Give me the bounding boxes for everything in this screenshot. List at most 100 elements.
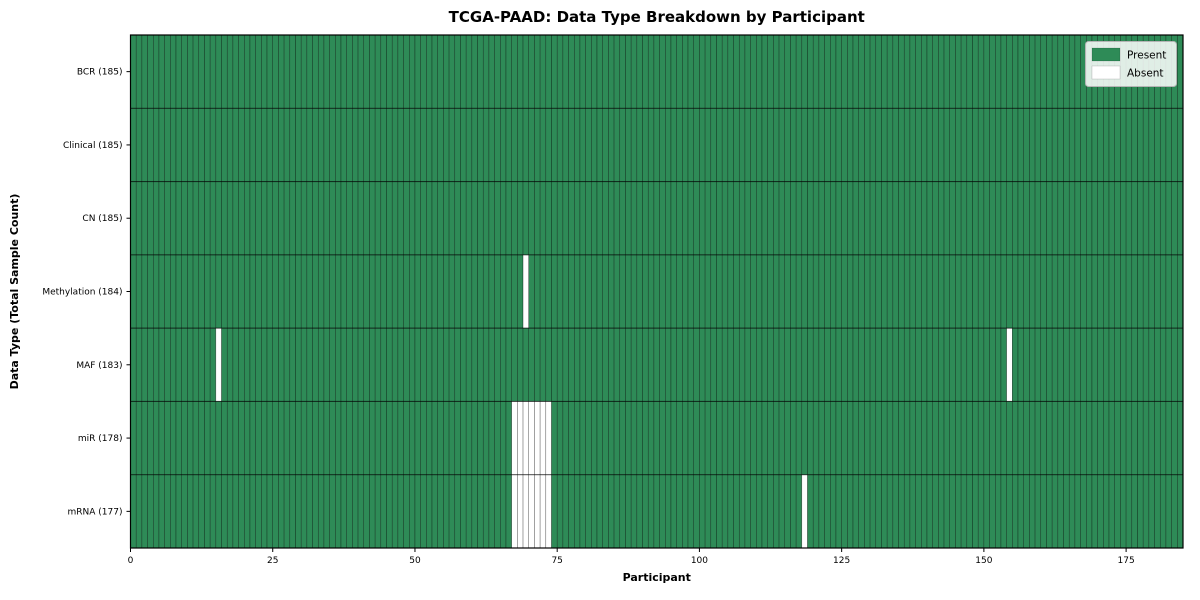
cell: [272, 327, 279, 402]
cell: [585, 327, 592, 402]
cell: [881, 108, 888, 182]
cell: [431, 181, 438, 256]
cell: [591, 108, 598, 182]
cell: [852, 474, 859, 549]
cell: [454, 108, 461, 182]
cell: [1165, 474, 1172, 549]
cell: [380, 34, 387, 109]
cell: [847, 401, 854, 475]
cell: [323, 254, 330, 329]
y-tick-label: Methylation (184): [42, 288, 122, 298]
cell: [500, 474, 507, 549]
cell: [545, 254, 552, 329]
cell: [864, 254, 871, 329]
cell: [938, 181, 945, 256]
cell: [704, 327, 712, 402]
cell: [272, 181, 279, 256]
cell: [1046, 34, 1053, 109]
cell: [625, 401, 632, 475]
cell: [1068, 254, 1076, 329]
cell: [926, 474, 933, 549]
cell: [1080, 474, 1087, 549]
cell: [528, 254, 535, 329]
cell: [591, 34, 598, 109]
cell: [932, 327, 939, 402]
cell: [1023, 474, 1030, 549]
cell: [488, 254, 495, 329]
cell: [443, 254, 450, 329]
cell: [1125, 254, 1133, 329]
cell: [1137, 474, 1144, 549]
cell: [551, 254, 558, 329]
cell: [249, 108, 256, 182]
cell: [517, 327, 524, 402]
cell: [369, 108, 376, 182]
cell: [437, 254, 444, 329]
cell: [710, 474, 717, 549]
cell: [170, 327, 177, 402]
y-tick-label: miR (178): [78, 434, 123, 444]
cell: [642, 401, 649, 475]
cell: [374, 327, 382, 402]
cell: [556, 474, 564, 549]
cell: [170, 181, 177, 256]
cell: [921, 254, 928, 329]
cell: [505, 34, 512, 109]
cell: [932, 181, 939, 256]
cell: [306, 34, 313, 109]
cell: [266, 401, 273, 475]
cell: [778, 34, 786, 109]
cell: [437, 401, 444, 475]
cell: [841, 181, 848, 256]
cell: [170, 474, 177, 549]
cell: [659, 401, 666, 475]
cell: [249, 254, 256, 329]
cell: [835, 327, 842, 402]
cell: [153, 108, 160, 182]
cell: [869, 108, 877, 182]
cell: [733, 474, 740, 549]
cell: [261, 254, 268, 329]
cell: [431, 34, 438, 109]
cell: [295, 34, 302, 109]
cell: [249, 474, 256, 549]
cell: [556, 108, 564, 182]
x-tick-label: 25: [267, 556, 278, 566]
cell: [244, 108, 251, 182]
cell: [830, 474, 837, 549]
cell: [909, 254, 916, 329]
cell: [522, 108, 529, 182]
cell: [539, 474, 547, 549]
cell: [272, 34, 279, 109]
cell: [289, 108, 296, 182]
cell: [647, 254, 655, 329]
cell: [249, 401, 256, 475]
cell: [528, 474, 535, 549]
cell: [454, 34, 461, 109]
cell: [1000, 327, 1007, 402]
cell: [175, 34, 182, 109]
cell: [869, 34, 877, 109]
cell: [295, 108, 302, 182]
cell: [1029, 474, 1036, 549]
cell: [153, 327, 160, 402]
cell: [699, 474, 706, 549]
cell: [522, 327, 529, 402]
cell: [602, 474, 609, 549]
cell: [761, 181, 768, 256]
cell: [602, 254, 609, 329]
cell: [716, 108, 723, 182]
cell: [659, 34, 666, 109]
cell: [170, 108, 177, 182]
cell: [414, 108, 421, 182]
cell: [670, 327, 677, 402]
cell: [790, 254, 797, 329]
cell: [710, 327, 717, 402]
cell: [636, 327, 643, 402]
cell: [1080, 254, 1087, 329]
cell: [960, 401, 968, 475]
cell: [522, 34, 529, 109]
cell: [283, 181, 291, 256]
cell: [505, 181, 512, 256]
